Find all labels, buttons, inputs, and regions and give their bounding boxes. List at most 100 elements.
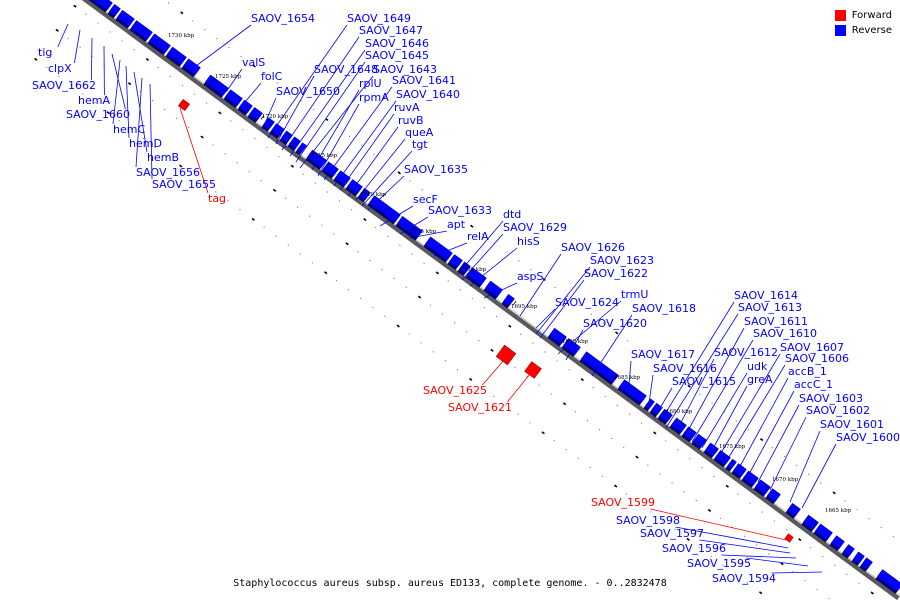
track-dot — [647, 464, 649, 466]
reverse-gene-block — [458, 261, 471, 274]
track-dot — [432, 351, 434, 353]
label-leader-line — [323, 86, 393, 181]
label-leader-line — [721, 554, 797, 559]
gene-label: SAOV_1629 — [503, 221, 567, 234]
reverse-gene-block — [670, 417, 687, 433]
reverse-gene-shade — [203, 82, 224, 98]
scale-tick — [462, 263, 466, 268]
reverse-gene-shade — [851, 559, 860, 566]
reverse-gene-block — [618, 379, 647, 404]
reverse-gene-shade — [129, 27, 148, 42]
track-dot — [677, 449, 679, 451]
scale-tick-label: 1720 kbp — [262, 114, 289, 120]
reverse-gene-shade — [423, 244, 448, 263]
reverse-gene-shade — [725, 466, 732, 472]
track-dot — [538, 384, 540, 386]
track-dot — [384, 315, 386, 317]
reverse-gene-shade — [367, 202, 396, 225]
gene-label: SAOV_1601 — [820, 418, 884, 431]
track-dot — [554, 286, 556, 289]
reverse-gene-shade — [88, 0, 108, 13]
backbone-shadow — [81, 0, 900, 600]
label-leader-line — [675, 526, 789, 549]
reverse-gene-shade — [181, 65, 196, 78]
reverse-gene-shade — [447, 261, 458, 271]
track-dot — [46, 66, 48, 68]
gene-label: SAOV_1626 — [561, 241, 625, 254]
gene-label: SAOV_1635 — [404, 163, 468, 176]
track-dot — [792, 571, 794, 573]
gene-label: apt — [447, 218, 466, 231]
track-dash — [613, 484, 618, 488]
track-dot — [796, 464, 798, 466]
track-dot — [820, 482, 822, 484]
gene-label: SAOV_1643 — [373, 63, 437, 76]
track-dot — [133, 49, 135, 51]
track-dot — [808, 473, 810, 475]
track-dot — [749, 502, 751, 504]
track-dot — [578, 304, 580, 306]
track-dash — [145, 57, 150, 62]
reverse-gene-block — [714, 449, 731, 466]
reverse-gene-shade — [579, 358, 614, 385]
scale-tick-label: 1730 kbp — [168, 33, 195, 39]
track-dash — [180, 11, 184, 15]
track-dot — [457, 215, 460, 217]
track-dot — [471, 298, 473, 300]
track-dot — [568, 369, 570, 371]
scale-tick-label: 1670 kbp — [772, 477, 799, 483]
track-dash — [251, 217, 255, 221]
reverse-swatch — [834, 25, 846, 36]
track-dot — [505, 404, 507, 406]
gene-label: accC_1 — [794, 378, 833, 391]
track-dot — [157, 66, 159, 69]
track-dash — [508, 324, 512, 328]
track-dot — [240, 55, 242, 57]
gene-label: SAOV_1623 — [590, 254, 654, 267]
reverse-gene-shade — [107, 11, 116, 19]
track-dot — [236, 162, 238, 164]
gene-label: SAOV_1625 — [423, 384, 487, 397]
reverse-gene-shade — [287, 143, 296, 151]
track-dot — [602, 322, 605, 324]
track-dot — [369, 260, 371, 262]
track-dash — [653, 431, 657, 435]
reverse-gene-shade — [165, 54, 182, 67]
reverse-gene-shade — [483, 288, 498, 300]
gene-label: trmU — [621, 288, 648, 301]
gene-label: SAOV_1595 — [687, 557, 751, 570]
reverse-gene-shade — [223, 96, 238, 109]
track-dot — [154, 146, 156, 148]
gene-label: greA — [747, 373, 773, 386]
track-dot — [532, 342, 534, 344]
reverse-gene-shade — [115, 17, 130, 29]
scale-ticks: 1730 kbp 1725 kbp 1720 kbp 1715 kbp 1710 kbp… — [160, 33, 852, 527]
reverse-gene-shade — [465, 274, 482, 288]
track-dot — [266, 146, 268, 149]
reverse-gene-block — [754, 479, 771, 495]
track-dash — [687, 384, 691, 388]
track-dot — [204, 29, 206, 31]
track-dot — [121, 40, 123, 42]
track-dot — [638, 502, 640, 504]
track-dot — [553, 440, 555, 442]
track-dot — [326, 191, 329, 193]
track-dot — [167, 2, 170, 4]
scale-tick — [613, 374, 618, 380]
label-leader-line — [482, 359, 505, 386]
label-leader-line — [507, 373, 531, 403]
track-dot — [357, 251, 359, 253]
scale-tick — [411, 226, 416, 231]
gene-label: tgt — [412, 138, 428, 151]
gene-label: hemB — [147, 151, 179, 164]
gene-label: SAOV_1596 — [662, 542, 726, 555]
track-dot — [311, 262, 314, 264]
track-dot — [892, 535, 894, 538]
track-dot — [399, 244, 401, 246]
track-dot — [816, 588, 818, 591]
track-dot — [711, 402, 713, 404]
label-leader-line — [317, 103, 360, 177]
track-dash — [106, 111, 110, 115]
track-dot — [276, 82, 278, 84]
